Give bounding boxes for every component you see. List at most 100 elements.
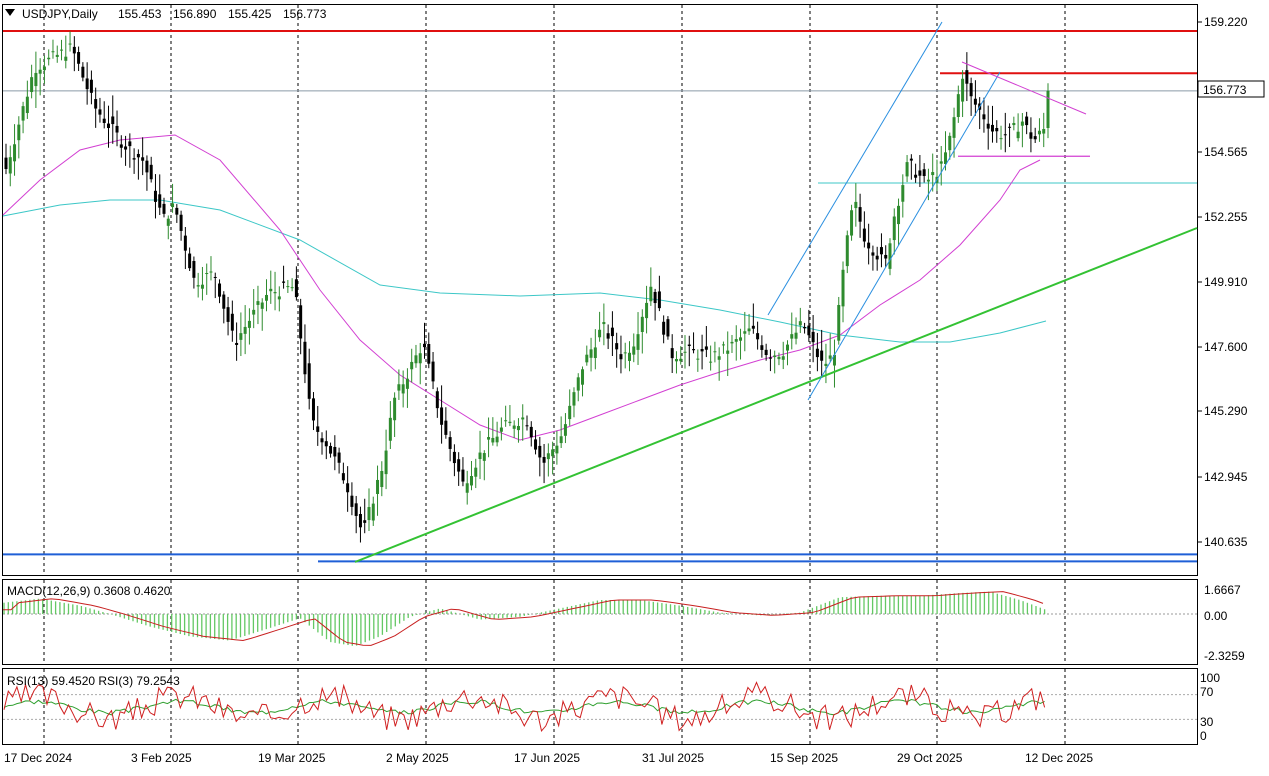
candle-body: [627, 352, 631, 361]
current-price-tag: 156.773: [1197, 80, 1265, 98]
candle-body: [265, 294, 268, 301]
candle-body: [773, 355, 777, 358]
candle-body: [478, 452, 482, 460]
candle-body: [393, 397, 397, 421]
symbol-label: USDJPY,Daily: [22, 7, 98, 21]
candle-body: [687, 344, 691, 346]
candle-body: [384, 450, 388, 475]
candle-body: [666, 319, 670, 337]
candle-body: [337, 452, 341, 463]
candle-body: [956, 94, 960, 117]
macd-pane[interactable]: [2, 579, 1198, 665]
candle-body: [508, 421, 512, 424]
candle-body: [183, 235, 187, 251]
trend-drawings: [354, 21, 1198, 563]
candle-body: [21, 106, 25, 121]
candle-body: [1042, 128, 1046, 134]
candle-body: [153, 190, 157, 202]
candle-body: [367, 507, 371, 521]
candle-body: [615, 343, 619, 350]
candle-body: [751, 325, 755, 329]
candle-body: [1012, 122, 1016, 126]
candle-body: [969, 83, 973, 97]
candle-body: [376, 479, 380, 494]
candle-body: [299, 305, 303, 339]
candle-body: [739, 337, 743, 341]
candle-body: [106, 123, 110, 129]
candle-body: [713, 351, 717, 353]
candle-body: [811, 331, 815, 343]
price-tick: 154.565: [1204, 145, 1248, 159]
price-tick: 140.635: [1204, 535, 1248, 549]
candle-body: [30, 77, 34, 93]
candle-body: [504, 420, 508, 422]
time-label: 15 Sep 2025: [770, 751, 838, 765]
triangle-down-icon[interactable]: [5, 9, 15, 16]
candle-body: [269, 288, 273, 292]
candle-body: [495, 436, 499, 443]
candle-body: [892, 216, 896, 241]
candle-body: [418, 353, 422, 364]
candle-body: [102, 118, 106, 123]
candle-body: [499, 427, 503, 432]
candle-body: [333, 446, 337, 457]
candle-body: [939, 161, 943, 164]
candle-body: [260, 302, 264, 309]
candle-body: [986, 123, 990, 129]
ohlc-open: 155.453: [118, 7, 162, 21]
candle-body: [235, 342, 239, 345]
candle-body: [781, 356, 785, 360]
time-label: 3 Feb 2025: [131, 751, 192, 765]
time-label: 2 May 2025: [386, 751, 449, 765]
candle-body: [461, 469, 465, 482]
candle-body: [209, 271, 213, 273]
candle-body: [905, 162, 909, 177]
candle-body: [239, 333, 243, 340]
candle-body: [717, 356, 721, 360]
candle-body: [931, 172, 935, 176]
candle-body: [606, 333, 610, 339]
candle-body: [371, 503, 375, 521]
candle-body: [132, 158, 136, 160]
price-pane[interactable]: [2, 4, 1198, 576]
candle-body: [973, 98, 977, 105]
candle-body: [307, 363, 311, 399]
candle-body: [901, 185, 905, 202]
horizontal-levels: [3, 30, 1197, 563]
candle-body: [452, 451, 456, 464]
candle-body: [516, 425, 520, 431]
candle-body: [34, 72, 38, 87]
candle-body: [124, 146, 128, 150]
candle-body: [576, 377, 580, 391]
candle-body: [324, 441, 328, 447]
candle-body: [218, 283, 222, 297]
candle-body: [828, 355, 832, 359]
candle-body: [162, 203, 166, 214]
rsi-pane[interactable]: [2, 668, 1198, 745]
candle-body: [610, 327, 614, 337]
candle-body: [858, 207, 862, 222]
macd-tick: 0.00: [1204, 609, 1228, 623]
candle-body: [952, 117, 956, 138]
candle-body: [662, 321, 666, 335]
candle-body: [670, 348, 674, 359]
candle-body: [884, 254, 888, 259]
candle-body: [585, 354, 589, 363]
candle-body: [726, 350, 730, 354]
ohlc-close: 156.773: [283, 7, 327, 21]
price-tick: 159.220: [1204, 15, 1248, 29]
candle-body: [200, 284, 204, 289]
candle-body: [568, 405, 572, 420]
candle-body: [794, 332, 798, 339]
candle-body: [619, 354, 623, 360]
candle-body: [538, 445, 542, 458]
candle-body: [256, 301, 260, 305]
candle-body: [166, 218, 170, 226]
candle-body: [286, 286, 290, 288]
candle-body: [213, 276, 217, 278]
candle-body: [990, 124, 994, 132]
candle-body: [410, 361, 414, 370]
candle-body: [469, 476, 473, 486]
